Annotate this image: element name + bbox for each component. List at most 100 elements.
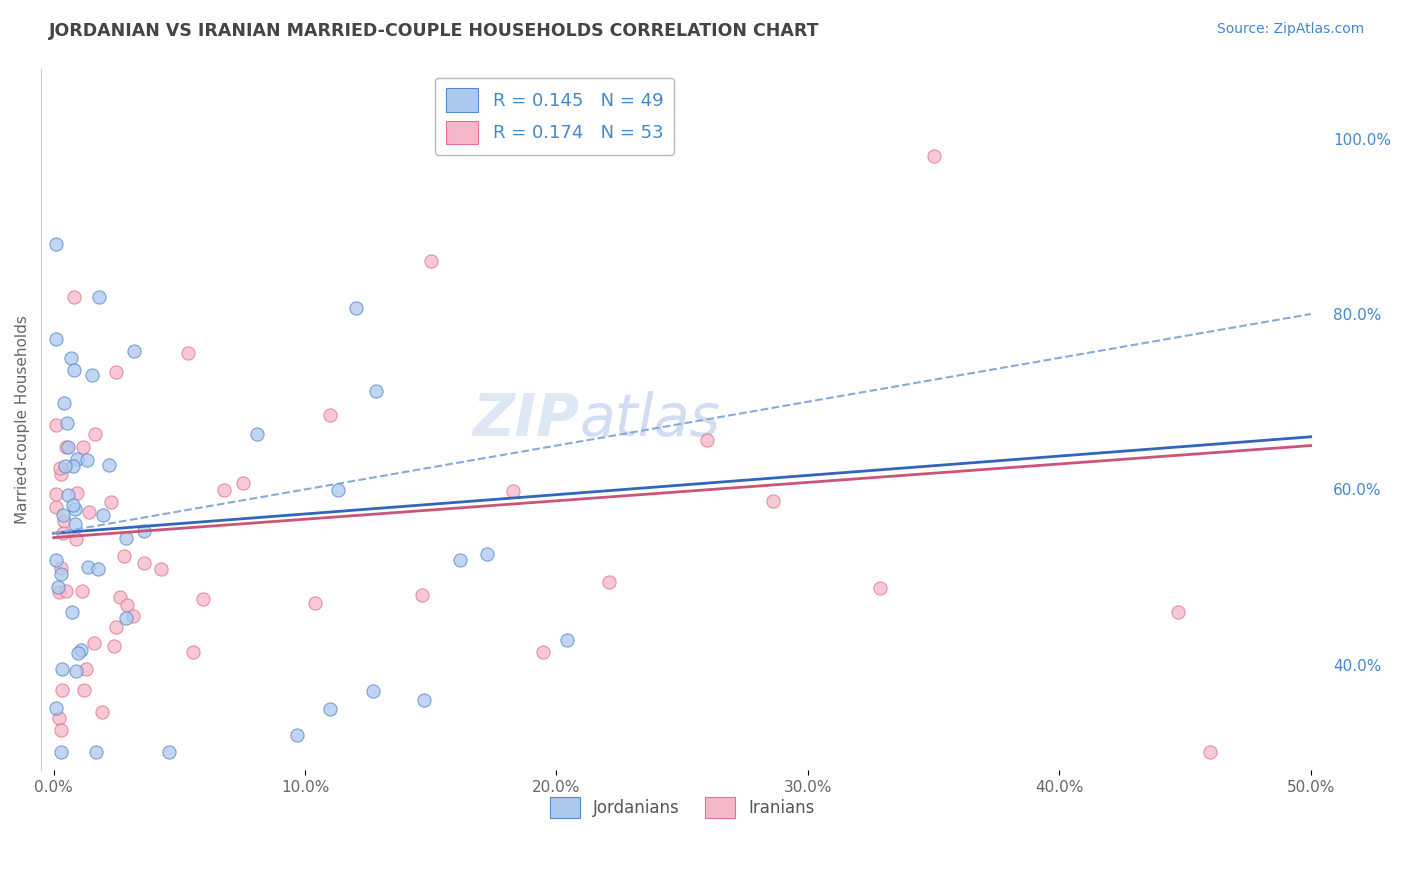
Point (762, 493, 785, 508)
Point (531, 645, 554, 659)
Point (63, 517, 86, 532)
Point (361, 684, 384, 698)
Point (49, 567, 72, 582)
Point (66, 486, 89, 500)
Point (49, 461, 72, 475)
Point (84, 746, 107, 760)
Point (87, 562, 110, 576)
Point (82, 368, 104, 383)
Point (475, 547, 498, 561)
Point (56, 416, 79, 430)
Point (52, 514, 75, 528)
Point (75, 662, 97, 676)
Point (46, 580, 69, 594)
Point (108, 590, 131, 604)
Point (115, 611, 138, 625)
Point (76, 452, 98, 467)
Point (124, 344, 146, 359)
Point (83, 636, 105, 650)
Point (245, 426, 267, 441)
Point (70, 643, 93, 657)
Text: Source: ZipAtlas.com: Source: ZipAtlas.com (1216, 22, 1364, 37)
Point (60, 351, 83, 365)
Point (598, 574, 620, 589)
Point (77, 560, 100, 574)
Point (214, 483, 236, 498)
Point (66, 646, 89, 660)
Point (62, 458, 84, 473)
Point (62, 498, 84, 512)
Point (319, 701, 342, 715)
Point (1199, 746, 1222, 760)
Point (56, 488, 79, 502)
Point (89, 289, 111, 303)
Point (77, 505, 100, 519)
Point (63, 289, 86, 303)
Text: atlas: atlas (579, 391, 721, 448)
Point (696, 434, 718, 448)
Point (63, 363, 86, 377)
Point (66, 452, 89, 467)
Point (48, 585, 70, 599)
Point (51, 682, 73, 697)
Point (304, 596, 326, 610)
Point (49, 746, 72, 760)
Point (45, 418, 67, 433)
Point (115, 531, 138, 545)
Point (52, 396, 75, 410)
Point (157, 746, 180, 760)
Point (49, 561, 72, 575)
Point (48, 711, 70, 725)
Point (103, 639, 125, 653)
Point (45, 487, 67, 501)
Point (922, 149, 945, 163)
Y-axis label: Married-couple Households: Married-couple Households (15, 315, 30, 524)
Point (134, 556, 156, 570)
Point (112, 549, 135, 563)
Text: ZIP: ZIP (472, 391, 579, 448)
Point (72, 584, 94, 599)
Point (45, 500, 67, 514)
Point (115, 599, 138, 613)
Point (555, 632, 578, 647)
Point (449, 553, 471, 567)
Point (344, 301, 367, 316)
Point (45, 701, 67, 715)
Point (84, 426, 107, 441)
Point (364, 384, 387, 399)
Point (65, 664, 87, 678)
Point (326, 483, 349, 498)
Point (55, 440, 77, 454)
Point (121, 609, 143, 624)
Point (55, 583, 77, 598)
Point (149, 562, 172, 576)
Point (63, 502, 86, 516)
Point (60, 605, 83, 619)
Point (45, 332, 67, 346)
Point (51, 662, 73, 676)
Point (419, 254, 441, 268)
Point (104, 365, 127, 379)
Point (72, 440, 94, 454)
Point (49, 467, 72, 482)
Point (134, 524, 156, 538)
Point (90, 705, 112, 719)
Point (869, 581, 891, 595)
Point (52, 508, 75, 522)
Point (65, 532, 87, 546)
Text: JORDANIAN VS IRANIAN MARRIED-COUPLE HOUSEHOLDS CORRELATION CHART: JORDANIAN VS IRANIAN MARRIED-COUPLE HOUS… (49, 22, 820, 40)
Point (181, 645, 204, 659)
Legend: Jordanians, Iranians: Jordanians, Iranians (543, 790, 821, 825)
Point (502, 484, 524, 499)
Point (45, 553, 67, 567)
Point (413, 693, 436, 707)
Point (104, 620, 127, 634)
Point (100, 495, 122, 509)
Point (49, 723, 72, 737)
Point (45, 236, 67, 251)
Point (73, 683, 96, 698)
Point (1166, 605, 1188, 619)
Point (285, 728, 308, 742)
Point (53, 458, 76, 473)
Point (411, 588, 433, 602)
